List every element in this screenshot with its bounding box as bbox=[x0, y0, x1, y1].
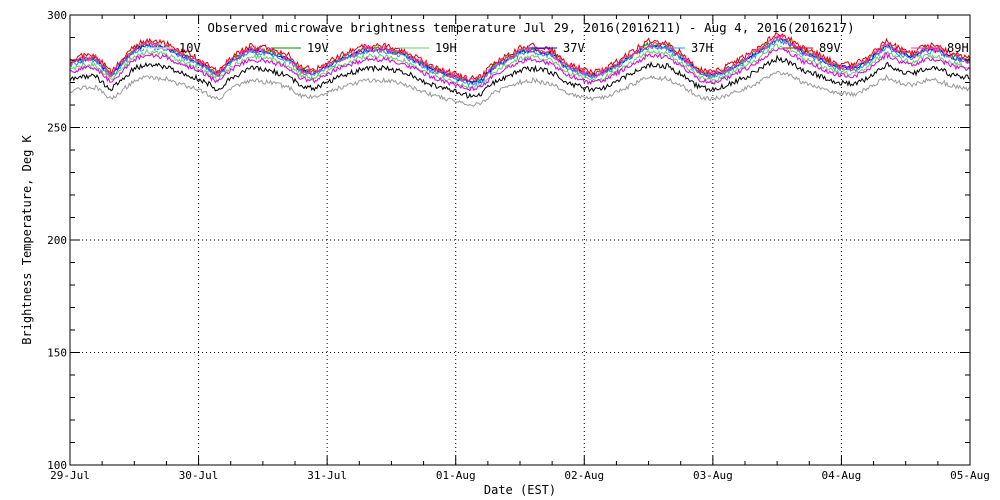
tick-labels: 29-Jul 30-Jul 31-Jul 01-Aug 02-Aug 03-Aug 04-A… bbox=[47, 9, 990, 482]
chart-title: Observed microwave brightness temperatur… bbox=[207, 20, 854, 35]
series-line-unlabeled-2 bbox=[69, 70, 971, 107]
legend-label-19h: 19H bbox=[435, 41, 457, 55]
x-tick-label: 29-Jul bbox=[50, 469, 90, 482]
legend-label-37h: 37H bbox=[691, 41, 713, 55]
x-tick-label: 31-Jul bbox=[307, 469, 347, 482]
grid bbox=[70, 15, 970, 465]
y-tick-label: 300 bbox=[47, 9, 67, 22]
x-tick-label: 04-Aug bbox=[822, 469, 862, 482]
y-axis-label: Brightness Temperature, Deg K bbox=[20, 134, 34, 344]
x-tick-label: 30-Jul bbox=[179, 469, 219, 482]
series-line-unlabeled-8 bbox=[69, 48, 971, 92]
y-tick-label: 250 bbox=[47, 122, 67, 135]
series-line-19h bbox=[69, 43, 971, 90]
legend-label-10v: 10V bbox=[179, 41, 201, 55]
x-tick-label: 05-Aug bbox=[950, 469, 990, 482]
legend: 10V 19V 19H 37V 37H 89V 89H bbox=[143, 41, 969, 55]
y-tick-label: 200 bbox=[47, 234, 67, 247]
series-line-89v bbox=[69, 31, 971, 83]
legend-label-37v: 37V bbox=[563, 41, 585, 55]
y-tick-label: 100 bbox=[47, 459, 67, 472]
legend-label-89h: 89H bbox=[947, 41, 969, 55]
x-tick-label: 03-Aug bbox=[693, 469, 733, 482]
series-line-37h bbox=[69, 37, 971, 87]
x-tick-label: 02-Aug bbox=[564, 469, 604, 482]
x-tick-label: 01-Aug bbox=[436, 469, 476, 482]
series-line-89h bbox=[69, 35, 971, 83]
plot-background bbox=[70, 15, 970, 465]
ticks bbox=[69, 14, 971, 466]
series-group bbox=[69, 31, 971, 107]
series-line-unlabeled-1 bbox=[69, 54, 971, 99]
legend-label-89v: 89V bbox=[819, 41, 841, 55]
x-axis-label: Date (EST) bbox=[484, 483, 556, 497]
y-tick-label: 150 bbox=[47, 347, 67, 360]
legend-label-19v: 19V bbox=[307, 41, 329, 55]
